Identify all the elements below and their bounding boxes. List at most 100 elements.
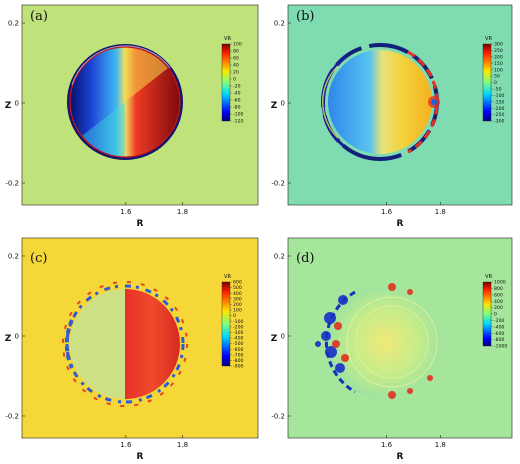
colorbar-tick-label: -800 [233,358,244,364]
x-tick-label: 1.6 [120,208,132,216]
field-pattern [321,43,440,161]
y-tick-label: 0 [15,100,19,108]
colorbar-tick-label: 250 [494,48,503,54]
colorbar-title: VR [485,274,493,280]
x-tick-label: 1.8 [177,441,188,449]
panel-b: VR 300250200150100500-50-100-150-200-250… [271,4,513,229]
field-pattern [62,281,188,407]
panel-d: VR 10008006004002000-200-400-600-800-100… [271,237,513,462]
y-tick-label: -0.2 [5,413,19,421]
colorbar-tick-label: 200 [494,54,503,60]
x-axis-label: R [137,452,144,462]
colorbar-tick-label: -50 [494,87,502,93]
colorbar-tick-label: 500 [233,285,242,291]
colorbar-tick-label: -600 [494,331,505,337]
y-tick-label: -0.2 [271,180,285,188]
colorbar-tick-label: -80 [233,105,241,111]
colorbar-tick-label: -600 [233,347,244,353]
colorbar-tick-label: -800 [494,337,505,343]
colorbar-tick-label: 400 [494,299,503,305]
x-tick-label: 1.8 [435,441,446,449]
y-tick-label: 0 [281,333,285,341]
colorbar-tick-label: 100 [233,308,242,314]
colorbar-tick-label: -20 [233,84,241,90]
colorbar-title: VR [224,36,232,42]
colorbar-tick-label: -300 [233,330,244,336]
field-pattern [315,283,438,399]
colorbar-title: VR [224,274,232,280]
colorbar: VR 300250200150100500-50-100-150-200-250… [482,36,505,125]
x-axis-label: R [137,219,144,229]
colorbar-tick-label: -100 [233,319,244,325]
x-tick-label: 1.6 [120,441,132,449]
colorbar-tick-label: 600 [494,292,503,298]
colorbar-tick-label: 100 [233,42,242,48]
colorbar-tick-label: 0 [494,80,497,86]
y-tick-label: 0 [15,333,19,341]
colorbar-tick-label: -100 [233,112,244,118]
colorbar-tick-label: 300 [494,42,503,48]
y-tick-label: 0 [281,100,285,108]
colorbar-tick-label: 0 [233,77,236,83]
y-tick-label: 0.2 [274,253,285,261]
colorbar-tick-label: 20 [233,70,239,76]
colorbar-tick-label: 40 [233,63,239,69]
y-tick-label: 0.2 [274,20,285,28]
y-tick-label: -0.2 [5,180,19,188]
colorbar-tick-label: 150 [494,61,503,67]
colorbar-tick-label: -200 [494,318,505,324]
x-axis-label: R [397,219,404,229]
colorbar-title: VR [485,36,493,42]
y-tick-label: -0.2 [271,413,285,421]
colorbar-tick-label: 200 [494,305,503,311]
y-tick-label: 0.2 [8,253,19,261]
x-tick-label: 1.8 [435,208,446,216]
x-tick-label: 1.6 [381,441,393,449]
colorbar-tick-label: 300 [233,296,242,302]
y-axis-label: Z [271,101,278,111]
colorbar-tick-label: 100 [494,67,503,73]
colorbar-tick-label: -400 [494,324,505,330]
colorbar-tick-label: 80 [233,49,239,55]
panel-label: (a) [30,9,48,24]
x-tick-label: 1.6 [381,208,393,216]
colorbar-tick-label: -700 [233,352,244,358]
colorbar-tick-label: -100 [494,93,505,99]
x-tick-label: 1.8 [177,208,188,216]
colorbar: VR 6005004003002001000-100-200-300-400-5… [221,274,244,370]
panel-label: (b) [296,9,314,24]
colorbar-tick-label: -300 [494,119,505,125]
colorbar-tick-label: -900 [233,364,244,370]
colorbar-tick-label: -500 [233,341,244,347]
y-axis-label: Z [5,334,12,344]
colorbar-tick-label: -60 [233,98,241,104]
colorbar-tick-label: 200 [233,302,242,308]
colorbar-tick-label: -250 [494,112,505,118]
colorbar: VR 10008006004002000-200-400-600-800-100… [482,274,507,350]
y-tick-label: 0.2 [8,20,19,28]
colorbar-tick-label: -200 [494,106,505,112]
colorbar-tick-label: -400 [233,336,244,342]
x-axis-label: R [397,452,404,462]
colorbar-tick-label: -150 [494,99,505,105]
field-pattern [67,44,183,160]
y-axis-label: Z [271,334,278,344]
colorbar-tick-label: -1000 [494,344,507,350]
colorbar-tick-label: 600 [233,280,242,286]
colorbar-tick-label: -120 [233,119,244,125]
panel-c: VR 6005004003002001000-100-200-300-400-5… [5,237,259,462]
colorbar-tick-label: -200 [233,324,244,330]
y-axis-label: Z [5,101,12,111]
colorbar-tick-label: 400 [233,291,242,297]
panel-label: (d) [296,251,314,266]
panel-label: (c) [30,251,47,266]
colorbar-tick-label: 0 [494,312,497,318]
colorbar-tick-label: 0 [233,313,236,319]
colorbar-tick-label: 800 [494,286,503,292]
colorbar-tick-label: 50 [494,74,500,80]
colorbar-tick-label: -40 [233,91,241,97]
colorbar-tick-label: 60 [233,56,239,62]
